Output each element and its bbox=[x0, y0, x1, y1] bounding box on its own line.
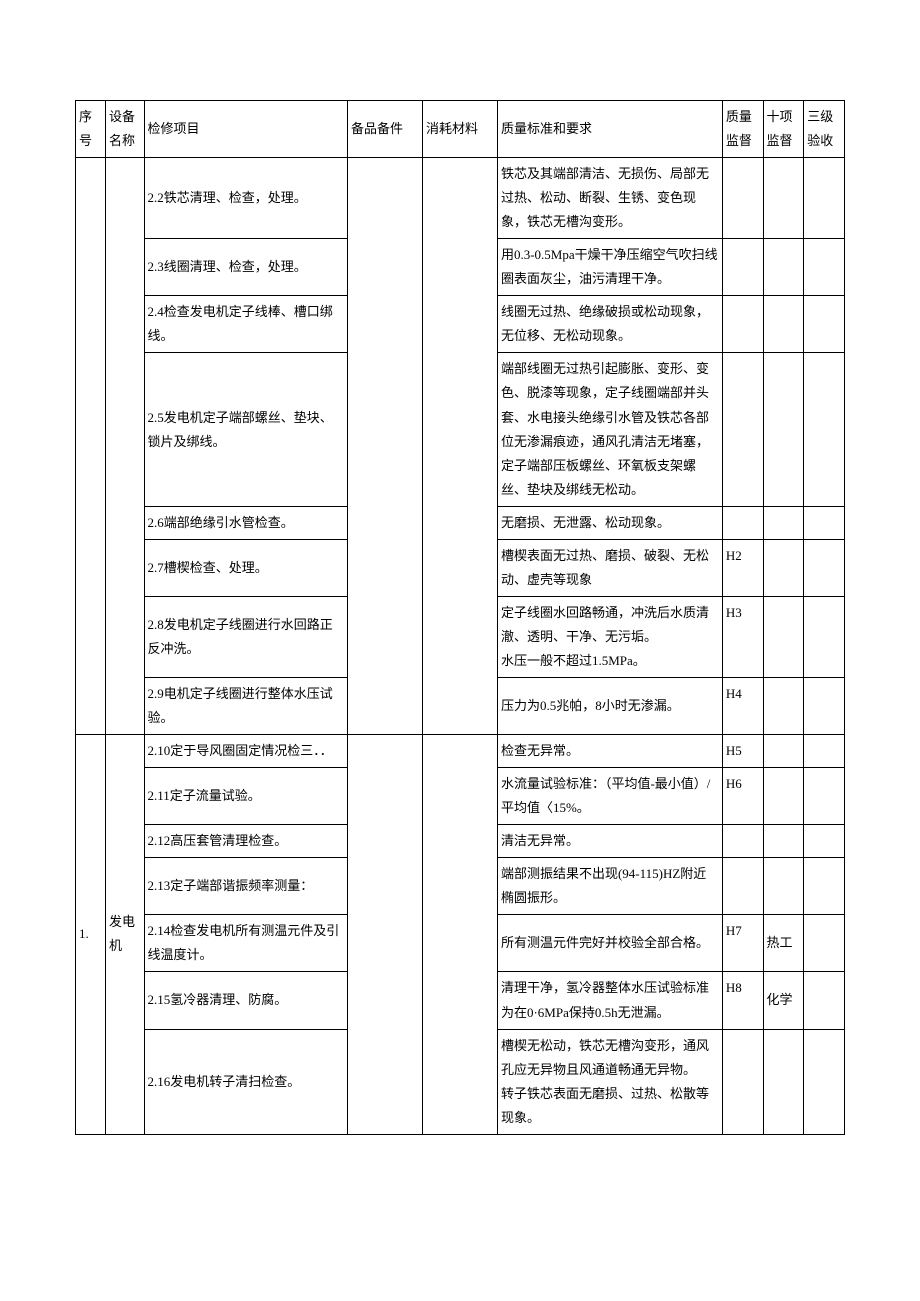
cell-std: 用0.3-0.5Mpa干燥干净压缩空气吹扫线圈表面灰尘，油污清理干净。 bbox=[497, 239, 722, 296]
cell-q2 bbox=[763, 596, 804, 677]
th-q1: 质量监督 bbox=[722, 101, 763, 158]
cell-q3 bbox=[804, 915, 845, 972]
cell-std: 线圈无过热、绝缘破损或松动现象，无位移、无松动现象。 bbox=[497, 296, 722, 353]
cell-std: 端部测振结果不出现(94-115)HZ附近椭圆振形。 bbox=[497, 858, 722, 915]
cell-seq bbox=[76, 158, 106, 735]
cell-q1: H2 bbox=[722, 539, 763, 596]
cell-item: 2.8发电机定子线圈进行水回路正反冲洗。 bbox=[144, 596, 347, 677]
cell-q2 bbox=[763, 677, 804, 734]
cell-q2 bbox=[763, 353, 804, 506]
cell-item: 2.14检查发电机所有测温元件及引线温度计。 bbox=[144, 915, 347, 972]
th-item: 检修项目 bbox=[144, 101, 347, 158]
cell-q1: H7 bbox=[722, 915, 763, 972]
cell-q3 bbox=[804, 858, 845, 915]
table-row: 2.2铁芯清理、检查，处理。 铁芯及其端部清洁、无损伤、局部无过热、松动、断裂、生… bbox=[76, 158, 845, 239]
cell-q3 bbox=[804, 158, 845, 239]
cell-q3 bbox=[804, 506, 845, 539]
cell-q1 bbox=[722, 1029, 763, 1134]
cell-item: 2.7槽楔检查、处理。 bbox=[144, 539, 347, 596]
table-body: 2.2铁芯清理、检查，处理。 铁芯及其端部清洁、无损伤、局部无过热、松动、断裂、生… bbox=[76, 158, 845, 1135]
cell-item: 2.6端部绝缘引水管检查。 bbox=[144, 506, 347, 539]
cell-q3 bbox=[804, 539, 845, 596]
cell-item: 2.16发电机转子清扫检查。 bbox=[144, 1029, 347, 1134]
th-consume: 消耗材料 bbox=[422, 101, 497, 158]
cell-q1 bbox=[722, 158, 763, 239]
cell-q1 bbox=[722, 858, 763, 915]
cell-std: 定子线圈水回路畅通，冲洗后水质清澈、透明、干净、无污垢。 水压一般不超过1.5M… bbox=[497, 596, 722, 677]
cell-std: 槽楔无松动，铁芯无槽沟变形，通风孔应无异物且风通道畅通无异物。 转子铁芯表面无磨… bbox=[497, 1029, 722, 1134]
cell-q3 bbox=[804, 972, 845, 1029]
cell-q2 bbox=[763, 506, 804, 539]
cell-q3 bbox=[804, 825, 845, 858]
cell-q1: H3 bbox=[722, 596, 763, 677]
cell-item: 2.3线圈清理、检查，处理。 bbox=[144, 239, 347, 296]
cell-q1: H6 bbox=[722, 768, 763, 825]
cell-q1 bbox=[722, 296, 763, 353]
cell-q1: H8 bbox=[722, 972, 763, 1029]
th-q3: 三级验收 bbox=[804, 101, 845, 158]
table-row: 1.发电机2.10定于导风圈固定情况检三．．检查无异常。H5 bbox=[76, 735, 845, 768]
table-header: 序号 设备名称 检修项目 备品备件 消耗材料 质量标准和要求 质量监督 十项监督… bbox=[76, 101, 845, 158]
cell-std: 铁芯及其端部清洁、无损伤、局部无过热、松动、断裂、生锈、变色现象，铁芯无槽沟变形… bbox=[497, 158, 722, 239]
cell-q1 bbox=[722, 825, 763, 858]
cell-spare bbox=[348, 735, 423, 1135]
cell-q3 bbox=[804, 735, 845, 768]
cell-q1 bbox=[722, 353, 763, 506]
cell-dev bbox=[105, 158, 144, 735]
cell-q2 bbox=[763, 539, 804, 596]
cell-q2: 化学 bbox=[763, 972, 804, 1029]
cell-item: 2.10定于导风圈固定情况检三．． bbox=[144, 735, 347, 768]
cell-q1 bbox=[722, 506, 763, 539]
cell-q2 bbox=[763, 158, 804, 239]
cell-q2 bbox=[763, 296, 804, 353]
cell-item: 2.13定子端部谐振频率测量： bbox=[144, 858, 347, 915]
cell-q3 bbox=[804, 596, 845, 677]
cell-std: 槽楔表面无过热、磨损、破裂、无松动、虚壳等现象 bbox=[497, 539, 722, 596]
cell-std: 清理干净，氢冷器整体水压试验标准为在0·6MPa保持0.5h无泄漏。 bbox=[497, 972, 722, 1029]
cell-q3 bbox=[804, 296, 845, 353]
cell-consume bbox=[422, 158, 497, 735]
cell-std: 检查无异常。 bbox=[497, 735, 722, 768]
cell-q2 bbox=[763, 858, 804, 915]
cell-std: 水流量试验标准：（平均值-最小值）/平均值〈15%。 bbox=[497, 768, 722, 825]
cell-q3 bbox=[804, 353, 845, 506]
cell-std: 所有测温元件完好并校验全部合格。 bbox=[497, 915, 722, 972]
cell-consume bbox=[422, 735, 497, 1135]
cell-q2 bbox=[763, 768, 804, 825]
th-q2: 十项监督 bbox=[763, 101, 804, 158]
cell-q2 bbox=[763, 825, 804, 858]
cell-item: 2.9电机定子线圈进行整体水压试验。 bbox=[144, 677, 347, 734]
cell-q1: H5 bbox=[722, 735, 763, 768]
inspection-table: 序号 设备名称 检修项目 备品备件 消耗材料 质量标准和要求 质量监督 十项监督… bbox=[75, 100, 845, 1135]
cell-std: 端部线圈无过热引起膨胀、变形、变色、脱漆等现象，定子线圈端部并头套、水电接头绝缘… bbox=[497, 353, 722, 506]
cell-dev: 发电机 bbox=[105, 735, 144, 1135]
cell-q3 bbox=[804, 239, 845, 296]
cell-q2 bbox=[763, 239, 804, 296]
cell-item: 2.11定子流量试验。 bbox=[144, 768, 347, 825]
cell-std: 清洁无异常。 bbox=[497, 825, 722, 858]
th-dev: 设备名称 bbox=[105, 101, 144, 158]
cell-item: 2.4检查发电机定子线棒、槽口绑线。 bbox=[144, 296, 347, 353]
cell-std: 无磨损、无泄露、松动现象。 bbox=[497, 506, 722, 539]
th-std: 质量标准和要求 bbox=[497, 101, 722, 158]
cell-spare bbox=[348, 158, 423, 735]
cell-item: 2.5发电机定子端部螺丝、垫块、锁片及绑线。 bbox=[144, 353, 347, 506]
cell-q2 bbox=[763, 735, 804, 768]
th-spare: 备品备件 bbox=[348, 101, 423, 158]
cell-q1: H4 bbox=[722, 677, 763, 734]
cell-q3 bbox=[804, 768, 845, 825]
cell-seq: 1. bbox=[76, 735, 106, 1135]
th-seq: 序号 bbox=[76, 101, 106, 158]
cell-std: 压力为0.5兆帕，8小时无渗漏。 bbox=[497, 677, 722, 734]
cell-item: 2.2铁芯清理、检查，处理。 bbox=[144, 158, 347, 239]
cell-q2 bbox=[763, 1029, 804, 1134]
cell-q3 bbox=[804, 1029, 845, 1134]
cell-item: 2.12高压套管清理检查。 bbox=[144, 825, 347, 858]
cell-q2: 热工 bbox=[763, 915, 804, 972]
cell-q1 bbox=[722, 239, 763, 296]
cell-q3 bbox=[804, 677, 845, 734]
cell-item: 2.15氢冷器清理、防腐。 bbox=[144, 972, 347, 1029]
